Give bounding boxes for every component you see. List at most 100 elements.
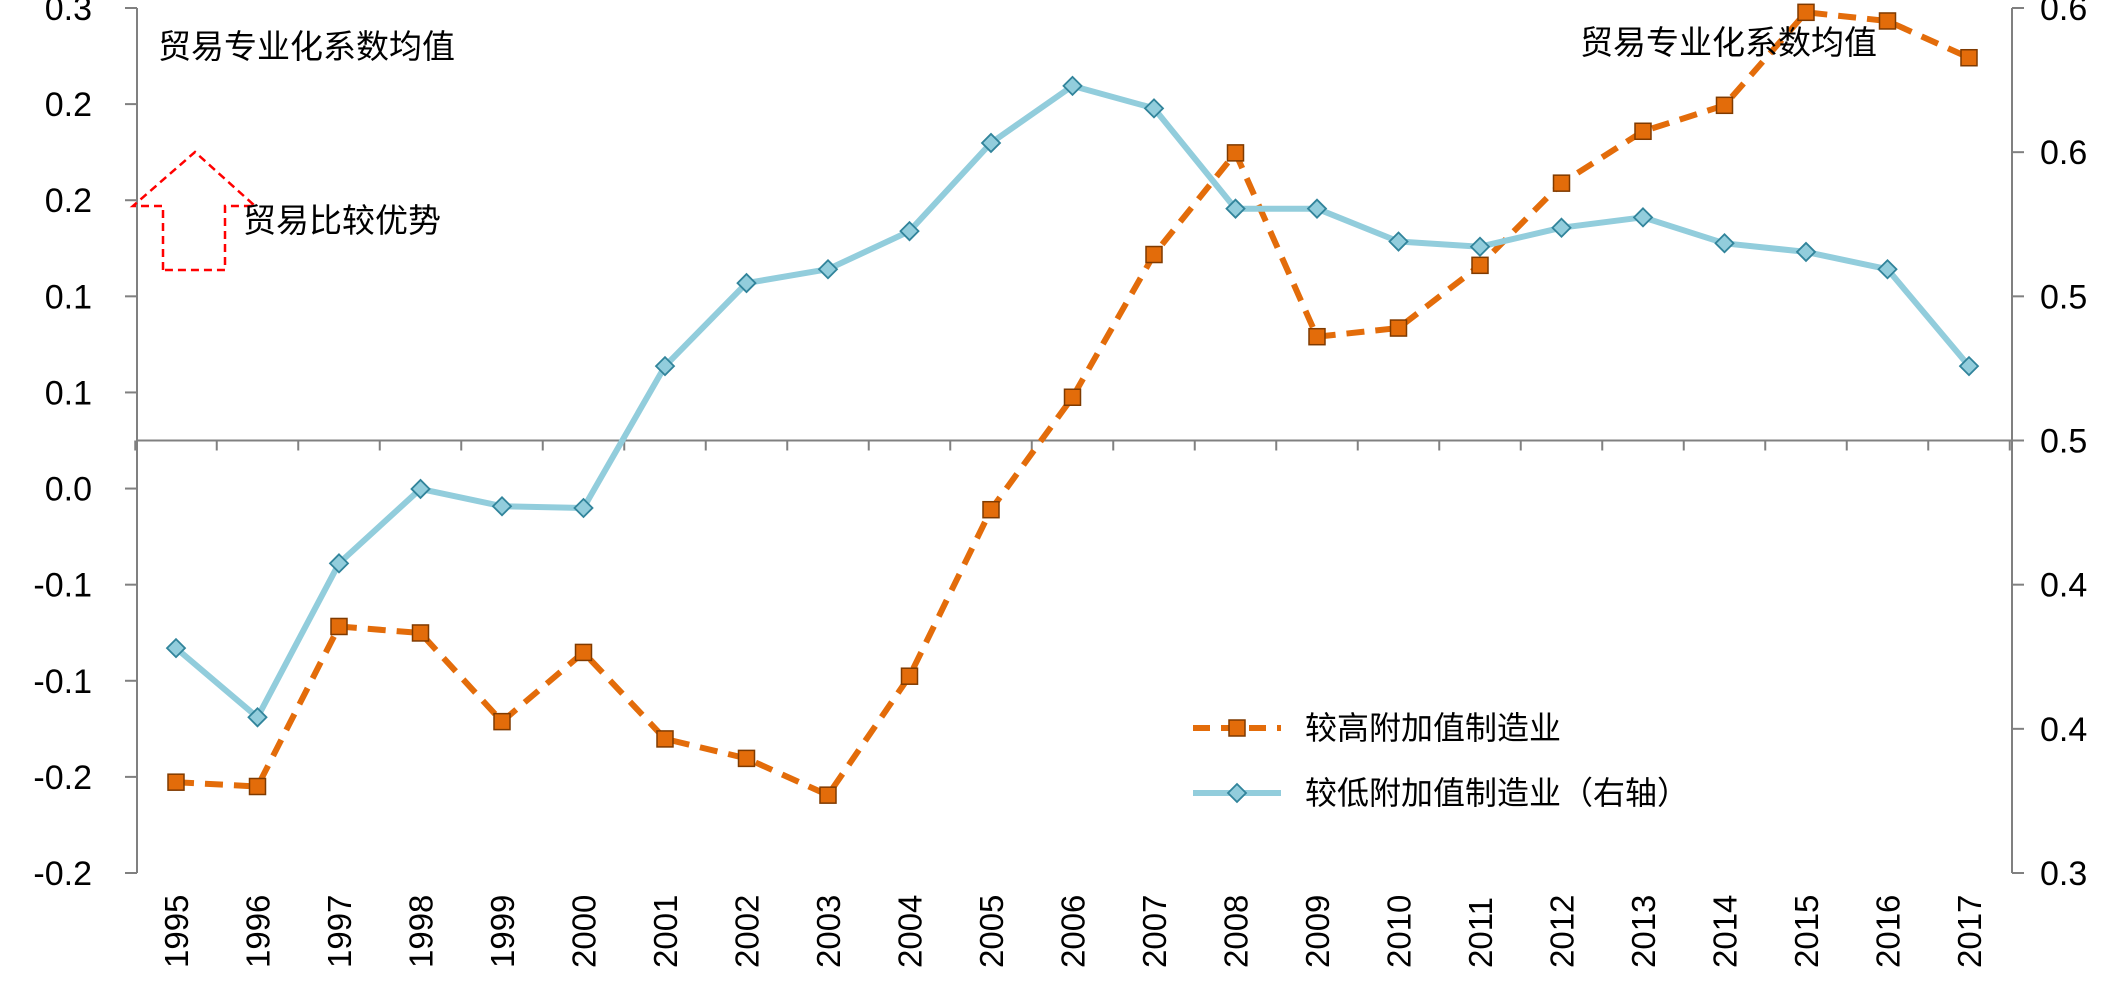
high-value-marker	[1389, 319, 1408, 337]
low-value-marker	[1795, 241, 1817, 263]
left-axis-tick-label: -0.1	[33, 567, 92, 605]
low-value-marker	[1877, 258, 1898, 280]
low-value-marker	[1551, 217, 1572, 238]
x-axis-year-label: 2010	[1381, 895, 1418, 968]
right-axis-tick-label: 0.6	[2040, 0, 2087, 28]
low-value-marker	[736, 272, 757, 294]
high-value-marker	[1878, 12, 1897, 30]
low-value-marker	[165, 637, 187, 659]
left-axis-tick-label: 0.3	[45, 0, 92, 28]
low-value-marker	[817, 258, 839, 280]
right-axis-tick-label: 0.6	[2040, 134, 2087, 172]
x-axis-year-label: 2008	[1218, 895, 1255, 968]
high-value-marker	[330, 617, 348, 636]
low-value-marker	[1306, 198, 1328, 219]
right-axis-tick-label: 0.3	[2040, 855, 2087, 893]
high-value-marker	[819, 786, 837, 804]
left-axis-tick-label: -0.2	[33, 759, 92, 797]
x-axis-year-label: 2000	[566, 895, 603, 968]
x-axis-year-label: 2016	[1870, 895, 1907, 968]
right-axis-title: 贸易专业化系数均值	[1580, 23, 1877, 62]
legend-high-marker	[1228, 719, 1246, 737]
x-axis-year-label: 2015	[1788, 895, 1825, 968]
x-axis-year-label: 2011	[1462, 897, 1499, 968]
high-value-marker	[1634, 122, 1652, 141]
high-value-marker	[982, 500, 1000, 519]
right-axis-tick-label: 0.5	[2040, 423, 2087, 461]
legend-high-label: 较高附加值制造业	[1305, 709, 1561, 747]
left-axis-title: 贸易专业化系数均值	[158, 27, 455, 66]
x-axis-year-label: 1998	[403, 895, 440, 968]
high-value-marker	[1063, 388, 1082, 406]
high-value-marker	[1552, 174, 1571, 192]
high-value-marker	[411, 624, 430, 642]
left-axis-tick-label: 0.2	[45, 182, 92, 220]
left-axis-tick-label: 0.1	[45, 278, 92, 316]
high-value-marker	[167, 773, 185, 791]
low-value-marker	[1632, 207, 1654, 228]
low-value-marker	[654, 355, 676, 377]
low-value-marker	[1714, 233, 1735, 254]
x-axis-year-label: 2012	[1544, 895, 1581, 968]
high-value-marker	[574, 643, 593, 662]
low-value-marker	[328, 553, 350, 574]
low-value-marker	[1388, 231, 1409, 252]
x-axis-year-label: 1997	[321, 895, 358, 968]
high-value-marker	[1715, 96, 1734, 115]
left-axis-tick-label: -0.1	[33, 663, 92, 701]
data-series	[165, 3, 1980, 804]
left-axis-tick-label: 0.2	[45, 86, 92, 124]
high-value-marker	[493, 712, 511, 731]
legend: 较高附加值制造业 较低附加值制造业（右轴）	[1193, 709, 1689, 812]
right-axis-tick-label: 0.5	[2040, 278, 2087, 316]
high-value-marker	[737, 749, 756, 768]
left-axis-tick-label: 0.1	[45, 374, 92, 412]
high-value-marker	[1308, 327, 1326, 346]
advantage-arrow	[129, 150, 259, 272]
high-value-marker	[1797, 3, 1815, 22]
x-axis-year-label: 2006	[1055, 895, 1092, 968]
low-value-marker	[573, 497, 594, 519]
x-axis-year-label: 2017	[1951, 895, 1988, 968]
x-axis-year-label: 1995	[158, 895, 195, 968]
right-axis-tick-label: 0.4	[2040, 567, 2087, 605]
left-axis-tick-label: -0.2	[33, 855, 92, 893]
x-axis-year-label: 2004	[892, 895, 929, 968]
low-value-marker	[247, 707, 268, 728]
low-value-marker	[980, 132, 1002, 154]
x-axis-year-label: 2002	[729, 895, 766, 968]
legend-low-label: 较低附加值制造业（右轴）	[1305, 774, 1689, 812]
x-axis-year-label: 2001	[647, 895, 684, 968]
x-axis-year-label: 2005	[973, 895, 1010, 968]
low-value-marker	[491, 495, 513, 517]
low-value-marker	[1062, 75, 1083, 97]
x-axis-year-label: 2014	[1707, 895, 1744, 968]
low-value-marker	[410, 478, 431, 500]
legend-low-marker	[1226, 782, 1248, 804]
low-value-marker	[1225, 198, 1246, 219]
x-axis-year-label: 2003	[810, 895, 847, 968]
low-value-marker	[1143, 98, 1165, 119]
high-value-marker	[1226, 144, 1245, 162]
low-value-marker	[1469, 236, 1491, 258]
x-axis-year-label: 1999	[484, 895, 521, 968]
high-value-marker	[1471, 256, 1489, 275]
axes	[125, 7, 2024, 874]
high-value-marker	[900, 667, 919, 685]
x-axis-year-label: 2007	[1136, 895, 1173, 968]
high-value-marker	[1145, 245, 1163, 264]
low-value-marker	[899, 220, 920, 242]
x-axis-year-label: 2013	[1625, 895, 1662, 968]
advantage-label: 贸易比较优势	[243, 201, 441, 240]
x-axis-year-label: 2009	[1299, 895, 1336, 968]
axis-labels: 0.3 0.2 0.2 0.1 0.1 0.0 -0.1 -0.1 -0.2 -0.2 0.6 0.6…	[33, 0, 2087, 968]
left-axis-tick-label: 0.0	[45, 471, 92, 509]
low-value-marker	[1958, 355, 1980, 377]
x-axis-year-label: 1996	[240, 895, 277, 968]
series-line-0	[175, 9, 1971, 799]
high-value-marker	[248, 777, 267, 796]
high-value-marker	[656, 730, 674, 748]
right-axis-tick-label: 0.4	[2040, 711, 2087, 749]
high-value-marker	[1960, 48, 1978, 67]
